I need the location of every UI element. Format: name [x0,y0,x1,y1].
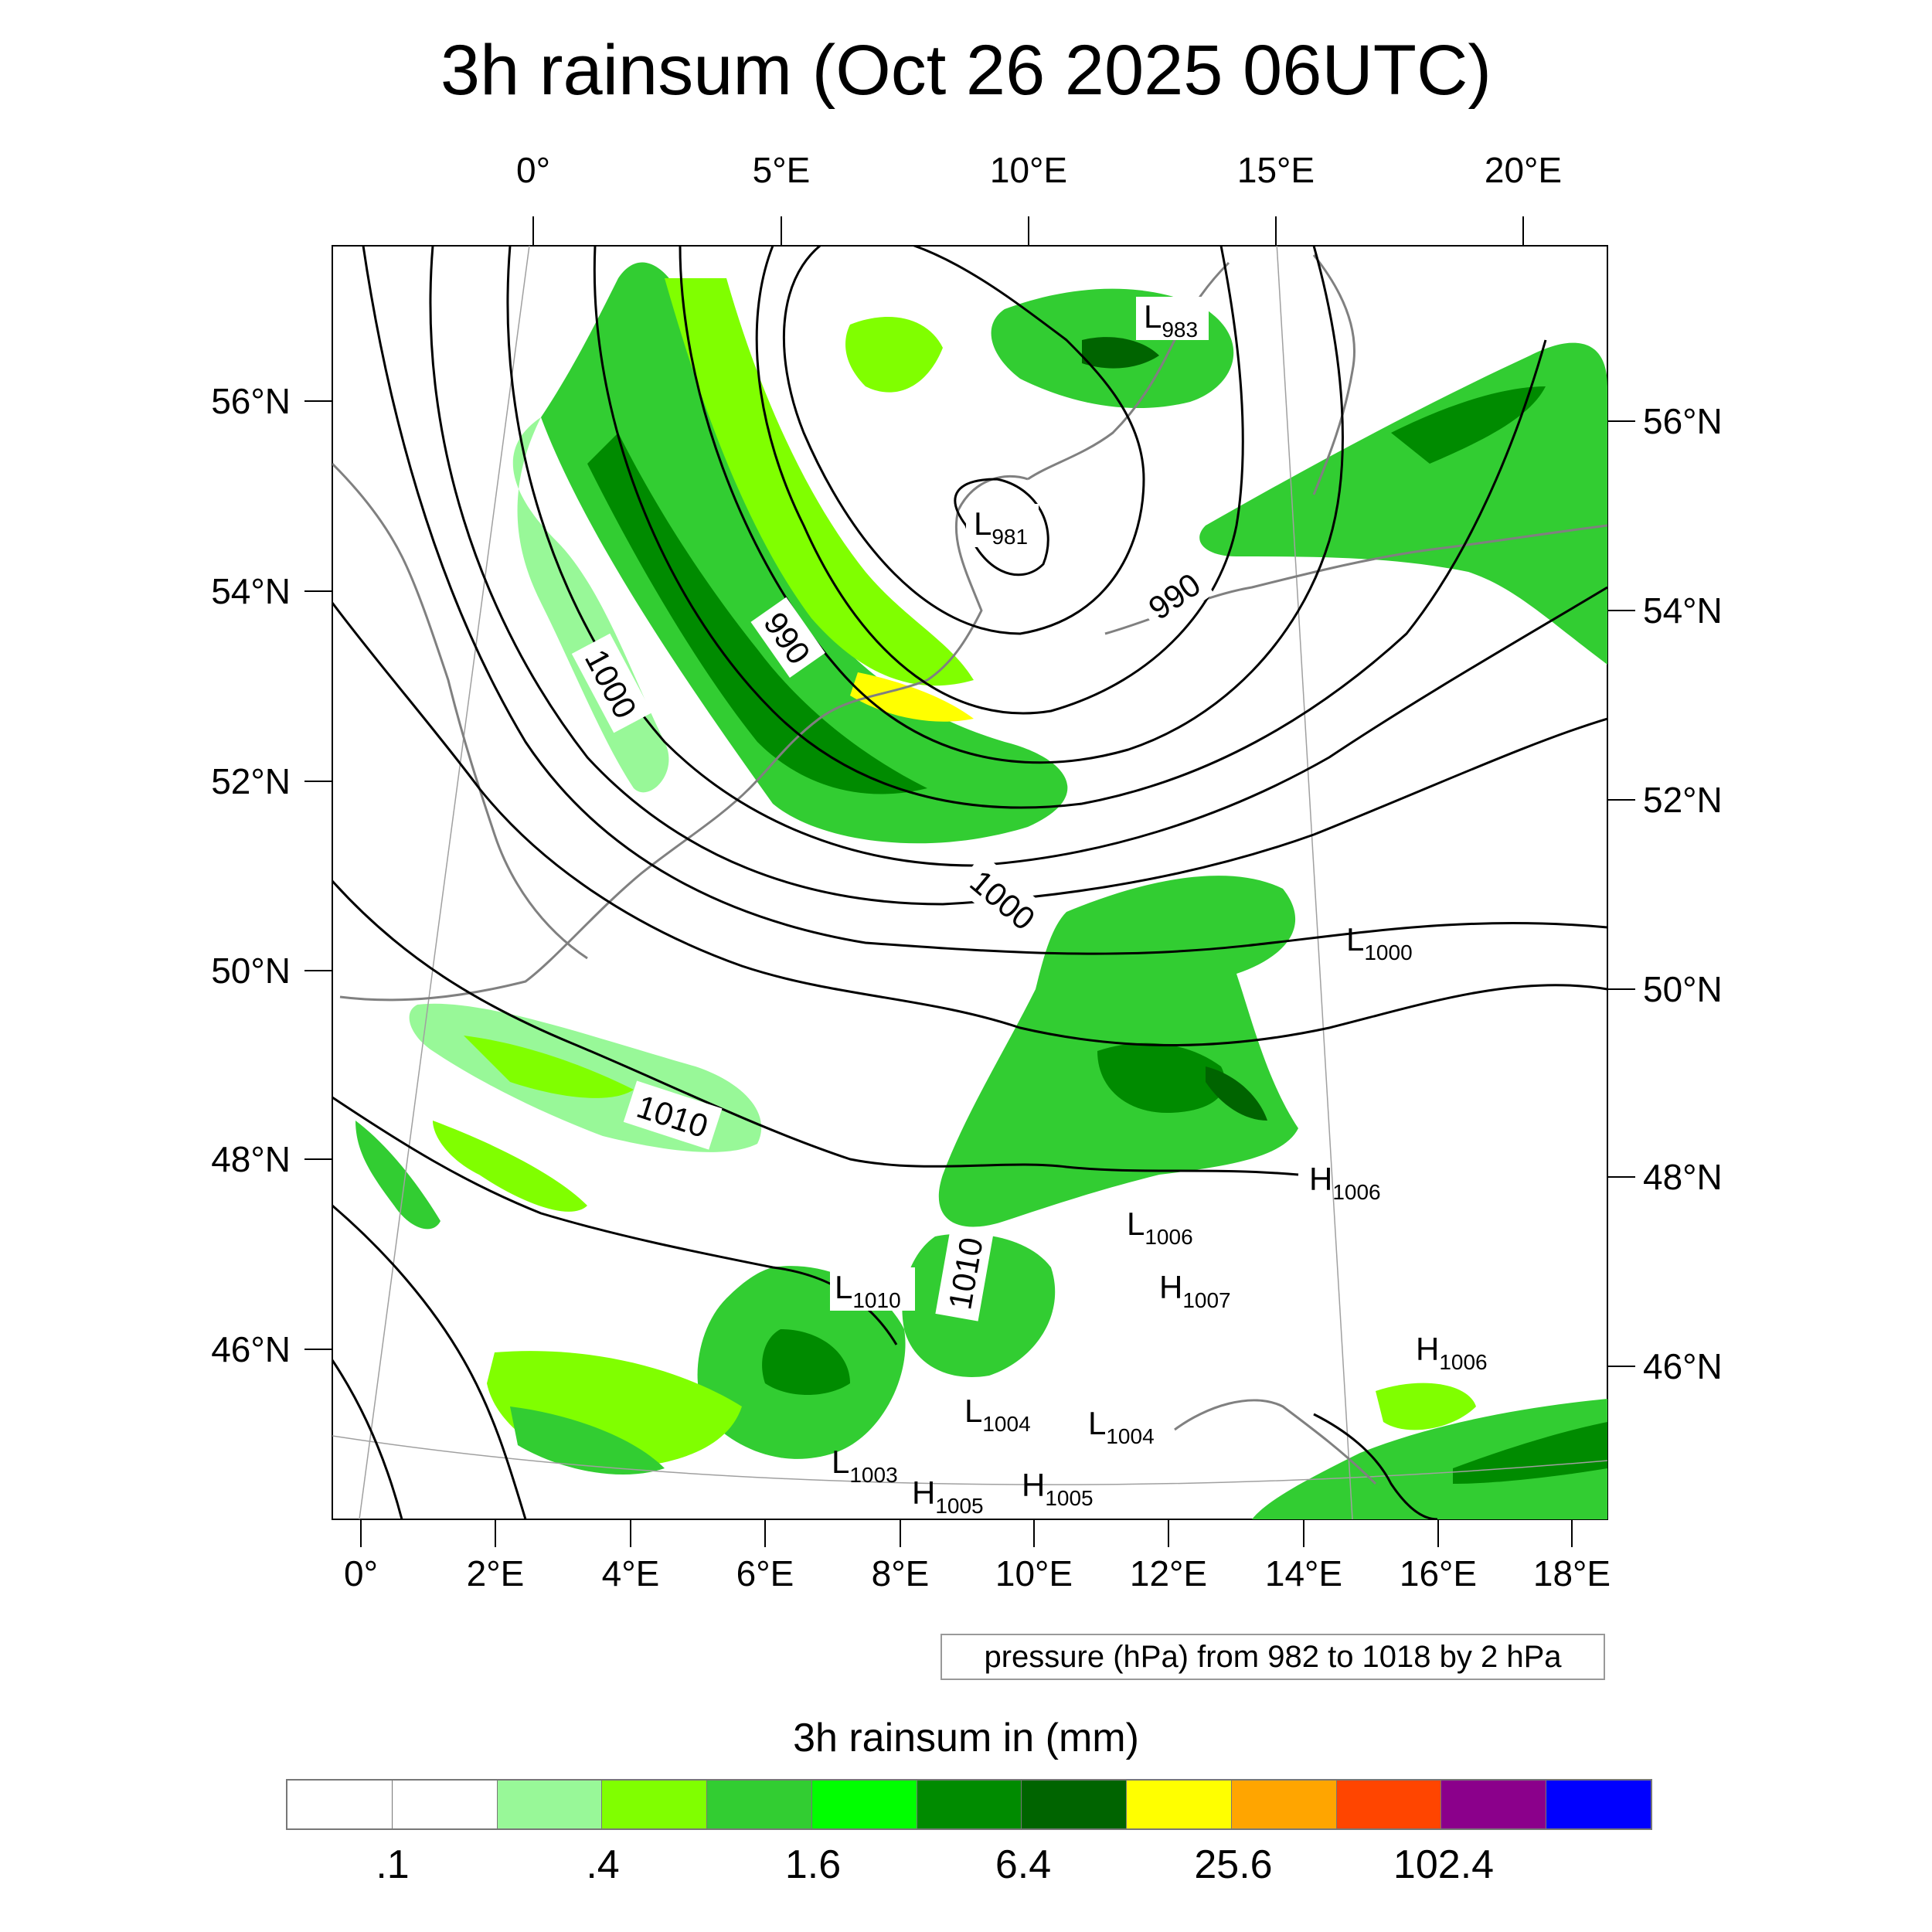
pressure-center-label: L981 [966,504,1039,549]
colorbar [286,1779,1652,1830]
colorbar-label: 102.4 [1393,1842,1495,1887]
pressure-center-label: H1007 [1159,1269,1231,1312]
svg-text:L1004: L1004 [1088,1405,1155,1448]
bottom-lon-label: 6°E [736,1553,794,1594]
legend-title: 3h rainsum in (mm) [793,1716,1139,1760]
axis-ticks [304,216,1635,1547]
left-lat-label: 56°N [211,381,291,421]
svg-text:L1010: L1010 [835,1269,901,1312]
pressure-center-label: H1005 [1022,1467,1094,1510]
pressure-center-label: L983 [1136,297,1209,342]
top-lon-label: 0° [516,150,550,190]
pressure-center-label: L1000 [1346,921,1413,964]
colorbar-label: .4 [586,1842,620,1887]
bottom-lon-label: 10°E [995,1553,1073,1594]
right-lat-label: 48°N [1643,1157,1723,1197]
page-title: 3h rainsum (Oct 26 2025 06UTC) [440,31,1492,110]
isobars [332,246,1607,1519]
colorbar-swatch [1336,1781,1442,1828]
right-lat-label: 56°N [1643,401,1723,441]
svg-text:H1006: H1006 [1309,1161,1381,1204]
coastlines [332,254,1607,1485]
pressure-center-label: L1004 [1088,1405,1155,1448]
bottom-lon-label: 0° [344,1553,378,1594]
colorbar-swatch [1022,1781,1128,1828]
svg-text:L981: L981 [974,505,1028,549]
top-lon-label: 15°E [1237,150,1315,190]
colorbar-swatch [497,1781,603,1828]
svg-text:H1005: H1005 [1022,1467,1094,1510]
colorbar-swatch [811,1781,917,1828]
bottom-lon-label: 4°E [602,1553,660,1594]
contour-label: 1010 [935,1225,994,1321]
right-lat-label: 54°N [1643,590,1723,631]
colorbar-label: .1 [376,1842,410,1887]
bottom-lon-label: 8°E [872,1553,930,1594]
top-lon-label: 20°E [1485,150,1562,190]
top-lon-label: 10°E [990,150,1067,190]
svg-text:L1000: L1000 [1346,921,1413,964]
contour-info-box: pressure (hPa) from 982 to 1018 by 2 hPa [940,1634,1605,1680]
colorbar-swatch [1441,1781,1547,1828]
colorbar-swatch [1127,1781,1232,1828]
bottom-lon-label: 18°E [1533,1553,1611,1594]
pressure-center-label: L1010 [830,1267,915,1312]
svg-text:H1007: H1007 [1159,1269,1231,1312]
pressure-center-label: L1004 [964,1393,1031,1436]
left-lat-label: 48°N [211,1139,291,1179]
colorbar-label: 1.6 [784,1842,842,1887]
svg-text:L1003: L1003 [832,1444,898,1487]
pressure-center-label: L1006 [1127,1206,1193,1249]
svg-text:H1006: H1006 [1416,1331,1488,1374]
svg-text:L1004: L1004 [964,1393,1031,1436]
colorbar-swatch [392,1781,498,1828]
top-lon-label: 5°E [753,150,811,190]
pressure-center-label: L1003 [832,1444,898,1487]
colorbar-swatch [602,1781,708,1828]
colorbar-swatch [287,1781,393,1828]
left-lat-label: 54°N [211,571,291,611]
graticule [332,246,1607,1519]
pressure-center-label: H1006 [1309,1161,1381,1204]
bottom-lon-label: 14°E [1265,1553,1342,1594]
colorbar-swatch [1546,1781,1651,1828]
colorbar-swatch [1231,1781,1337,1828]
pressure-center-label: H1005 [912,1475,984,1518]
right-lat-label: 46°N [1643,1346,1723,1386]
colorbar-label: 25.6 [1194,1842,1273,1887]
svg-text:H1005: H1005 [912,1475,984,1518]
svg-text:L983: L983 [1144,298,1198,342]
left-lat-label: 52°N [211,761,291,801]
colorbar-label: 6.4 [995,1842,1052,1887]
right-lat-label: 52°N [1643,780,1723,820]
left-lat-label: 46°N [211,1329,291,1369]
bottom-lon-label: 2°E [467,1553,525,1594]
colorbar-swatch [707,1781,812,1828]
pressure-center-label: H1006 [1416,1331,1488,1374]
bottom-lon-label: 16°E [1400,1553,1477,1594]
right-lat-label: 50°N [1643,969,1723,1009]
colorbar-swatch [917,1781,1022,1828]
svg-text:L1006: L1006 [1127,1206,1193,1249]
left-lat-label: 50°N [211,951,291,991]
bottom-lon-label: 12°E [1130,1553,1207,1594]
